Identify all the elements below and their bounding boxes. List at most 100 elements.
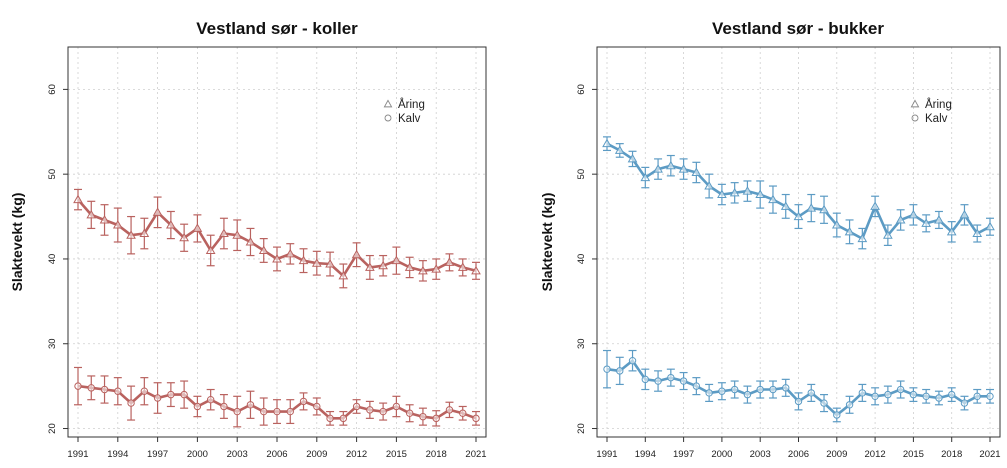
x-tick-label: 2012 — [865, 449, 886, 460]
data-point — [153, 394, 162, 402]
data-point — [404, 262, 415, 271]
y-tick-label: 40 — [47, 254, 58, 265]
x-tick-label: 2009 — [306, 449, 327, 460]
data-point — [114, 387, 122, 395]
data-point — [167, 390, 175, 399]
data-point — [730, 385, 739, 394]
data-point — [922, 392, 930, 401]
x-tick-label: 2018 — [941, 449, 962, 460]
data-point — [602, 138, 612, 148]
data-point — [858, 389, 867, 397]
x-tick-label: 1991 — [67, 449, 88, 460]
legend-marker-triangle — [383, 99, 393, 108]
data-point — [819, 204, 829, 214]
data-point — [472, 414, 480, 423]
data-point — [742, 186, 753, 195]
data-point — [972, 228, 983, 238]
data-point — [755, 189, 766, 199]
data-point — [378, 260, 388, 270]
data-point — [273, 407, 281, 416]
data-point — [704, 181, 714, 190]
data-point — [959, 209, 970, 219]
chart-1: Vestland sør - koller Slaktevekt (kg) 20 30… — [9, 19, 487, 460]
data-point — [641, 375, 649, 384]
data-point — [192, 223, 203, 232]
data-point — [379, 407, 387, 416]
data-point — [665, 160, 676, 170]
data-point — [152, 207, 163, 216]
data-point — [729, 187, 740, 197]
data-point — [756, 385, 764, 394]
data-point — [844, 226, 855, 236]
chart-title: Vestland sør - bukker — [712, 19, 884, 38]
data-point — [299, 397, 308, 406]
y-tick-label: 20 — [47, 423, 58, 434]
data-point — [973, 392, 981, 401]
data-point — [921, 218, 932, 227]
data-point — [74, 382, 82, 390]
data-point — [391, 255, 402, 265]
data-point — [245, 236, 256, 246]
data-point — [820, 399, 828, 407]
data-point — [986, 392, 994, 401]
data-point — [246, 401, 255, 409]
data-point — [857, 233, 868, 243]
data-point — [431, 264, 442, 273]
data-point — [219, 228, 229, 238]
data-point — [459, 409, 467, 417]
data-point — [418, 265, 428, 275]
series-triangle — [602, 136, 995, 250]
x-tick-label: 1994 — [107, 449, 128, 460]
data-point — [807, 389, 815, 397]
x-tick-label: 2003 — [227, 449, 248, 460]
data-point — [806, 203, 817, 212]
y-tick-label: 30 — [47, 338, 58, 349]
data-point — [946, 226, 957, 236]
data-point — [444, 257, 455, 266]
data-point — [351, 249, 362, 259]
series-circle — [74, 366, 480, 428]
data-point — [419, 412, 427, 421]
x-tick-label: 2021 — [979, 449, 1000, 460]
data-point — [870, 201, 880, 210]
y-tick-label: 30 — [576, 338, 587, 349]
x-tick-label: 2009 — [826, 449, 847, 460]
legend-label: Åring — [925, 98, 952, 111]
data-point — [405, 409, 414, 417]
data-point — [99, 214, 110, 224]
data-point — [206, 395, 215, 404]
data-point — [640, 172, 651, 182]
data-point — [126, 230, 136, 239]
data-point — [100, 385, 109, 394]
x-tick-label: 2006 — [266, 449, 287, 460]
data-point — [908, 209, 919, 219]
data-point — [794, 397, 803, 406]
data-point — [884, 390, 892, 399]
legend-label: Kalv — [925, 113, 948, 125]
data-point — [272, 253, 282, 263]
data-point — [614, 145, 625, 154]
data-point — [445, 406, 454, 414]
series-circle — [603, 349, 994, 423]
y-tick-label: 60 — [576, 84, 587, 95]
data-point — [603, 365, 611, 373]
data-point — [768, 194, 778, 204]
x-tick-label: 2006 — [788, 449, 809, 460]
data-point — [782, 384, 790, 392]
data-point — [909, 390, 918, 399]
x-tick-label: 2015 — [903, 449, 924, 460]
y-tick-label: 40 — [576, 254, 587, 265]
y-axis-label: Slaktevekt (kg) — [539, 193, 555, 292]
data-point — [616, 367, 624, 375]
data-point — [365, 262, 375, 271]
data-point — [140, 387, 149, 395]
legend-marker-circle — [384, 114, 392, 122]
legend-marker-circle — [911, 114, 919, 122]
data-point — [692, 382, 701, 390]
data-point — [220, 402, 228, 411]
x-tick-label: 2021 — [465, 449, 486, 460]
data-point — [179, 232, 189, 242]
x-tick-label: 1994 — [635, 449, 656, 460]
